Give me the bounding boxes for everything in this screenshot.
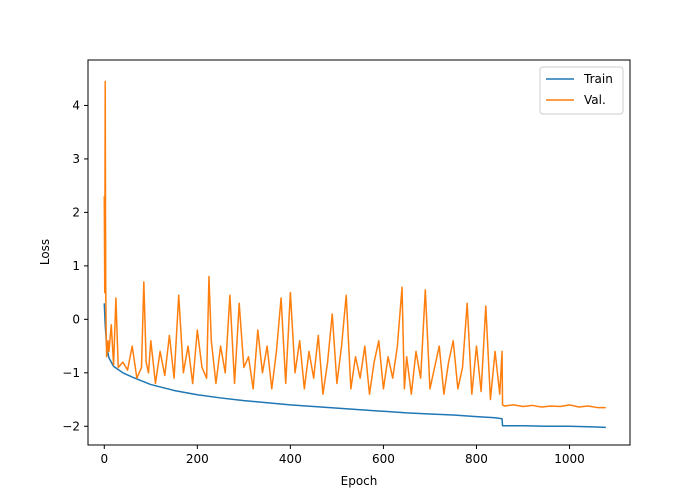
x-tick-label: 800 [465,452,488,466]
x-tick-label: 400 [279,452,302,466]
axes-frame [87,59,631,446]
plot-area [103,80,606,429]
x-axis: 0 200 400 600 800 1000 [100,445,585,466]
x-tick-label: 1000 [554,452,585,466]
x-tick-label: 0 [100,452,108,466]
y-tick-label: 0 [72,312,80,326]
y-tick-label: 4 [72,98,80,112]
y-tick-label: −1 [62,366,80,380]
x-tick-label: 200 [186,452,209,466]
y-axis: −2 −1 0 1 2 3 4 [62,98,88,433]
legend: Train Val. [539,66,624,115]
x-axis-label: Epoch [341,474,378,488]
series-line-val [103,80,606,409]
y-tick-label: 2 [72,205,80,219]
x-tick-label: 600 [372,452,395,466]
y-axis-label: Loss [38,239,52,265]
series-line-train [103,303,606,429]
y-tick-label: 3 [72,152,80,166]
legend-entry-label: Train [583,72,613,86]
legend-entry-label: Val. [584,93,606,107]
y-tick-label: 1 [72,259,80,273]
y-tick-label: −2 [62,419,80,433]
